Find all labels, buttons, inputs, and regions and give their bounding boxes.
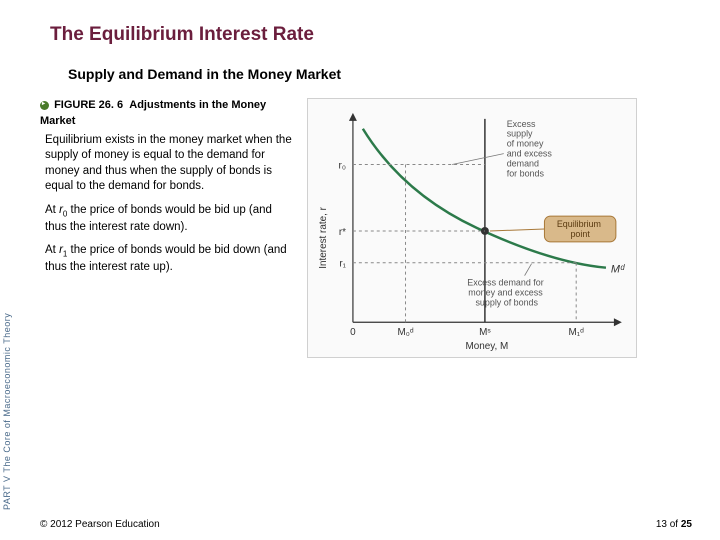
paragraph-2: At r0 the price of bonds would be bid up… bbox=[45, 203, 295, 236]
svg-text:M₀ᵈ: M₀ᵈ bbox=[397, 327, 413, 338]
figure-title-1: Adjustments in the Money bbox=[129, 99, 266, 111]
svg-text:r*: r* bbox=[339, 227, 346, 238]
figure-label: FIGURE 26. 6 Adjustments in the Money bbox=[40, 98, 295, 113]
copyright: © 2012 Pearson Education bbox=[40, 519, 160, 530]
paragraph-1: Equilibrium exists in the money market w… bbox=[45, 133, 295, 195]
x-axis-label: Money, M bbox=[466, 341, 509, 352]
footer: © 2012 Pearson Education 13 of 25 bbox=[40, 519, 692, 530]
page-title: The Equilibrium Interest Rate bbox=[50, 24, 692, 46]
play-icon bbox=[40, 101, 49, 110]
part-label: PART V The Core of Macroeconomic Theory bbox=[2, 313, 12, 510]
svg-text:Mˢ: Mˢ bbox=[479, 327, 491, 338]
figure-number: FIGURE 26. 6 bbox=[54, 99, 123, 111]
y-axis-label: Interest rate, r bbox=[318, 206, 329, 268]
paragraph-3: At r1 the price of bonds would be bid do… bbox=[45, 243, 295, 276]
text-column: FIGURE 26. 6 Adjustments in the Money Ma… bbox=[40, 98, 295, 284]
content-row: FIGURE 26. 6 Adjustments in the Money Ma… bbox=[40, 98, 692, 358]
page-number: 13 of 25 bbox=[656, 519, 692, 530]
svg-text:M₁ᵈ: M₁ᵈ bbox=[569, 327, 585, 338]
annotation-bottom: Excess demand for money and excess suppl… bbox=[467, 278, 546, 308]
svg-text:0: 0 bbox=[350, 327, 356, 338]
annotation-top: Excess supply of money and excess demand… bbox=[507, 119, 555, 179]
svg-text:Mᵈ: Mᵈ bbox=[611, 264, 625, 276]
chart-column: Interest rate, r Money, M bbox=[303, 98, 692, 358]
svg-text:r₀: r₀ bbox=[339, 160, 346, 171]
svg-text:r₁: r₁ bbox=[339, 259, 346, 270]
money-market-chart: Interest rate, r Money, M bbox=[307, 98, 637, 358]
equilibrium-point-marker bbox=[481, 227, 489, 235]
figure-title-2: Market bbox=[40, 114, 295, 129]
page-subtitle: Supply and Demand in the Money Market bbox=[68, 66, 692, 82]
